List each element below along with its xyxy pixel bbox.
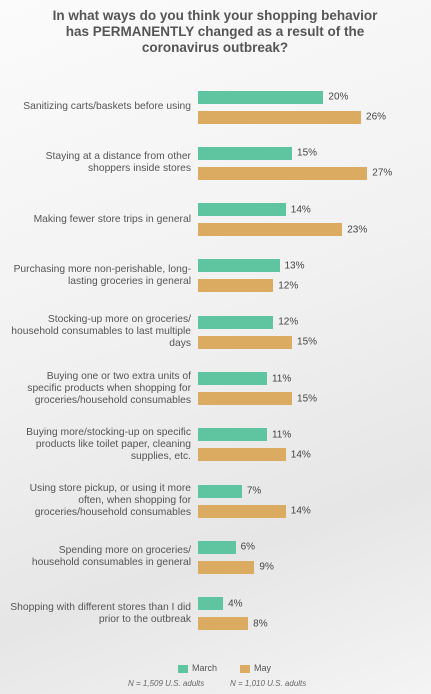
value-label: 12% [278,316,299,328]
category-label: Buying more/stocking-up on specific prod… [26,426,191,462]
value-label: 15% [297,393,318,404]
bar [198,166,368,180]
value-label: 11% [271,429,292,441]
bar [198,110,362,124]
chart-title: In what ways do you think your shopping … [52,8,378,55]
legend-swatch [178,665,188,673]
value-label: 14% [290,449,311,461]
legend-swatch [240,665,250,673]
category-label: Purchasing more non-perishable, long-las… [13,263,191,287]
bar [198,617,249,631]
value-label: 6% [240,541,256,553]
bar [198,540,236,554]
category-label: Spending more on groceries/ household co… [31,545,191,569]
bar [198,315,274,329]
legend-note: N = 1,010 U.S. adults [230,679,307,688]
category-label: Staying at a distance from other shopper… [45,151,191,175]
value-label: 26% [366,111,387,123]
value-label: 9% [259,561,274,573]
bar [198,279,274,293]
legend-label: March [192,663,218,673]
value-label: 23% [347,224,368,236]
category-label: Making fewer store trips in general [33,213,191,225]
legend-label: May [254,663,272,673]
category-label: Shopping with different stores than I di… [10,601,191,625]
bar [198,560,255,574]
value-label: 8% [253,618,268,630]
category-label: Stocking-up more on groceries/ household… [11,314,191,350]
legend-note: N = 1,509 U.S. adults [128,679,205,688]
category-label: Sanitizing carts/baskets before using [23,101,191,112]
bar [198,372,267,385]
value-label: 15% [297,336,318,348]
value-label: 14% [290,505,311,517]
bar [198,223,343,237]
bar [198,146,293,160]
bar [198,335,293,349]
value-label: 12% [278,280,299,292]
bar [198,203,286,217]
value-label: 7% [246,485,262,497]
value-label: 15% [297,147,318,159]
category-label: Using store pickup, or using it more oft… [29,483,191,519]
value-label: 4% [228,598,243,610]
value-label: 20% [328,91,349,103]
bar [198,448,286,462]
bar [198,597,224,611]
category-label: Buying one or two extra units of specifi… [27,370,191,406]
bar [198,484,242,498]
value-label: 14% [290,204,311,216]
value-label: 27% [372,167,393,179]
value-label: 11% [271,373,292,384]
bar [198,392,293,405]
bar [198,504,286,518]
bar [198,428,267,442]
bar [198,259,280,273]
value-label: 13% [284,260,305,272]
bar [198,90,324,104]
